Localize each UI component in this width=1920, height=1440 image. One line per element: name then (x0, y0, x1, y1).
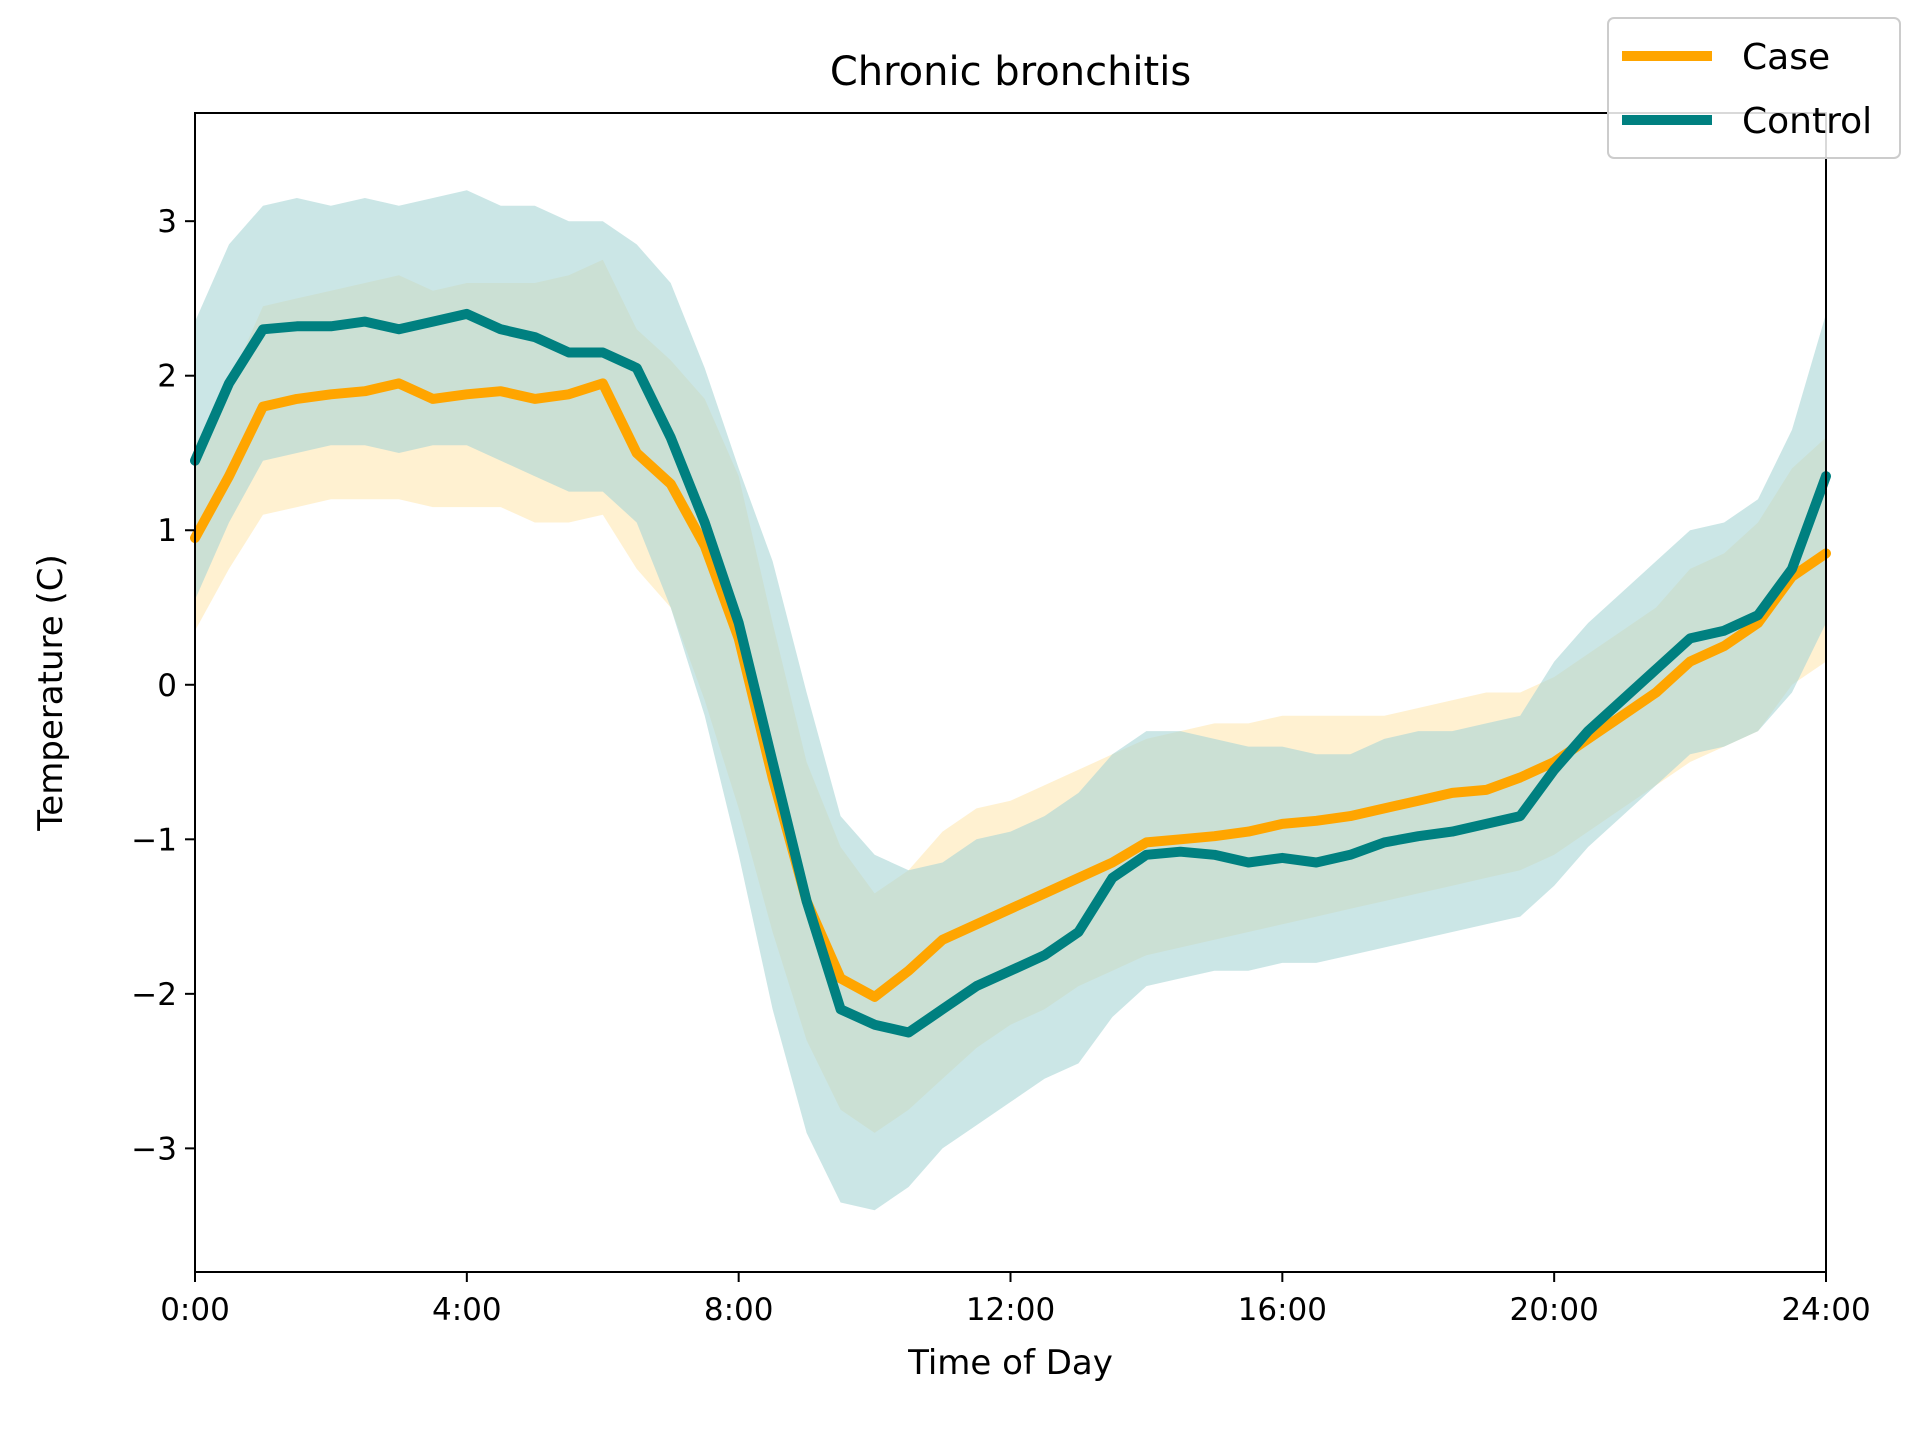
x-axis: 0:00 4:00 8:00 12:00 16:00 20:00 24:00 (160, 1272, 1871, 1328)
legend-label-control: Control (1742, 101, 1872, 142)
x-tick-label: 20:00 (1509, 1292, 1598, 1328)
line-control (190, 308, 1831, 1038)
x-tick-label: 24:00 (1781, 1292, 1870, 1328)
series-lines (190, 308, 1831, 1038)
x-tick-label: 8:00 (704, 1292, 774, 1328)
line-case (190, 378, 1831, 1002)
legend: Case Control (1607, 17, 1901, 159)
band-control (195, 190, 1826, 1211)
y-tick-label: 0 (157, 668, 177, 704)
y-tick-label: −3 (131, 1131, 177, 1167)
y-tick-label: −2 (131, 977, 177, 1013)
x-tick-label: 16:00 (1238, 1292, 1327, 1328)
legend-label-case: Case (1742, 37, 1830, 78)
x-tick-label: 12:00 (966, 1292, 1055, 1328)
x-tick-label: 4:00 (432, 1292, 502, 1328)
y-tick-label: 3 (157, 204, 177, 240)
y-tick-label: −1 (131, 822, 177, 858)
y-axis-label: Temperature (C) (31, 554, 71, 831)
x-tick-label: 0:00 (160, 1292, 230, 1328)
y-tick-label: 1 (157, 513, 177, 549)
x-axis-label: Time of Day (907, 1343, 1113, 1383)
y-tick-label: 2 (157, 359, 177, 395)
confidence-bands (195, 190, 1826, 1211)
y-axis: 3 2 1 0 −1 −2 −3 (131, 204, 195, 1167)
chart-title: Chronic bronchitis (830, 49, 1191, 95)
